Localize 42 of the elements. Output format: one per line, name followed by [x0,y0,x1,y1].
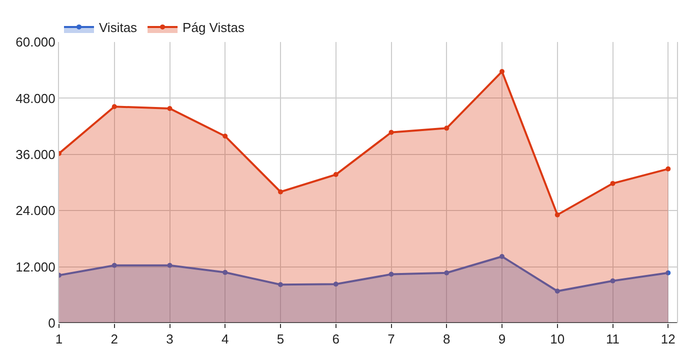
point [500,254,505,259]
y-tick-label: 60.000 [16,34,56,50]
x-tick-label: 4 [222,332,229,347]
y-tick-label: 0 [48,316,56,331]
x-tick-label: 1 [55,332,63,347]
point [554,288,560,294]
point [554,212,560,218]
x-tick-label: 10 [550,332,565,347]
y-tick-label: 48.000 [16,90,56,106]
point [444,126,450,131]
point [222,270,228,275]
point [500,69,505,74]
point [278,189,284,194]
point [167,262,172,268]
legend-label: Pág Vistas [182,20,245,36]
point [333,172,338,178]
x-tick-label: 6 [332,332,340,347]
point [610,278,616,284]
point [666,166,671,172]
point [388,130,394,135]
point [112,104,117,110]
x-tick-label: 8 [443,332,450,347]
legend-label: Visitas [99,20,138,36]
point [278,282,284,288]
point [610,180,616,186]
y-tick-label: 36.000 [16,146,56,162]
x-tick-label: 5 [276,332,284,347]
point [167,106,172,111]
point [444,270,450,276]
y-tick-label: 12.000 [16,259,56,274]
point [666,270,671,276]
x-tick-label: 7 [388,332,395,347]
point [388,272,394,277]
x-tick-label: 9 [498,332,506,347]
point [112,262,117,268]
point [333,282,338,287]
x-tick-label: 2 [110,332,118,347]
x-tick-label: 12 [660,332,676,347]
x-tick-label: 3 [166,332,174,347]
point [222,134,228,139]
x-tick-label: 11 [606,332,620,347]
y-tick-label: 24.000 [16,203,56,218]
